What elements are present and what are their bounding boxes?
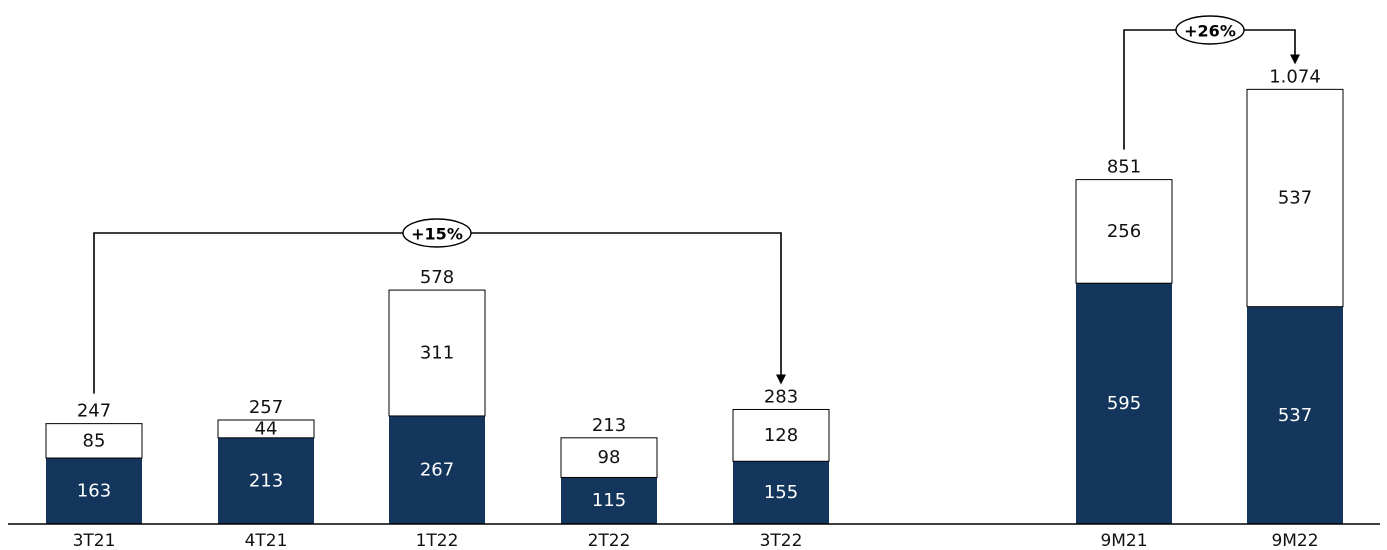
growth-label-1: +26% bbox=[1184, 22, 1236, 41]
total-label-1T22: 578 bbox=[420, 267, 454, 288]
value-label-bottom-1T22: 267 bbox=[420, 459, 454, 480]
value-label-bottom-9M22: 537 bbox=[1278, 405, 1312, 426]
value-label-bottom-3T22: 155 bbox=[764, 482, 798, 503]
total-label-9M22: 1.074 bbox=[1269, 66, 1321, 87]
bar-top-3T22 bbox=[732, 408, 830, 462]
value-label-top-9M21: 256 bbox=[1107, 221, 1141, 242]
growth-badge-0 bbox=[402, 218, 472, 248]
value-label-bottom-3T21: 163 bbox=[77, 481, 111, 502]
total-label-3T22: 283 bbox=[764, 386, 798, 407]
category-label-9M21: 9M21 bbox=[1100, 531, 1147, 550]
category-label-3T21: 3T21 bbox=[73, 531, 116, 550]
category-label-9M22: 9M22 bbox=[1271, 531, 1318, 550]
bar-bottom-2T22 bbox=[561, 477, 657, 524]
total-label-2T22: 213 bbox=[592, 415, 626, 436]
category-label-4T21: 4T21 bbox=[245, 531, 288, 550]
bar-top-9M21 bbox=[1075, 179, 1173, 284]
bar-bottom-1T22 bbox=[389, 415, 485, 524]
bar-bottom-3T22 bbox=[733, 461, 829, 524]
bar-bottom-9M22 bbox=[1247, 306, 1343, 524]
category-label-2T22: 2T22 bbox=[588, 531, 631, 550]
value-label-top-2T22: 98 bbox=[598, 447, 621, 468]
bar-bottom-9M21 bbox=[1076, 283, 1172, 524]
total-label-9M21: 851 bbox=[1107, 157, 1141, 178]
value-label-top-9M22: 537 bbox=[1278, 188, 1312, 209]
value-label-top-3T21: 85 bbox=[83, 430, 106, 451]
total-label-3T21: 247 bbox=[77, 401, 111, 422]
growth-arrows: +15% +26% bbox=[93, 15, 1300, 394]
category-label-1T22: 1T22 bbox=[416, 531, 459, 550]
value-label-top-4T21: 44 bbox=[255, 418, 278, 439]
value-label-bottom-4T21: 213 bbox=[249, 470, 283, 491]
value-label-bottom-9M21: 595 bbox=[1107, 393, 1141, 414]
bar-top-1T22 bbox=[388, 289, 486, 417]
value-label-top-1T22: 311 bbox=[420, 343, 454, 364]
growth-label-0: +15% bbox=[411, 225, 463, 244]
value-label-bottom-2T22: 115 bbox=[592, 490, 626, 511]
bar-top-2T22 bbox=[560, 437, 658, 478]
bar-top-4T21 bbox=[217, 419, 315, 439]
bars bbox=[45, 88, 1344, 524]
category-label-3T22: 3T22 bbox=[760, 531, 803, 550]
total-label-4T21: 257 bbox=[249, 397, 283, 418]
bar-bottom-4T21 bbox=[218, 437, 314, 524]
bar-bottom-3T21 bbox=[46, 458, 142, 524]
bar-top-9M22 bbox=[1246, 88, 1344, 308]
bar-top-3T21 bbox=[45, 423, 143, 459]
growth-badge-1 bbox=[1175, 15, 1245, 45]
value-label-top-3T22: 128 bbox=[764, 425, 798, 446]
